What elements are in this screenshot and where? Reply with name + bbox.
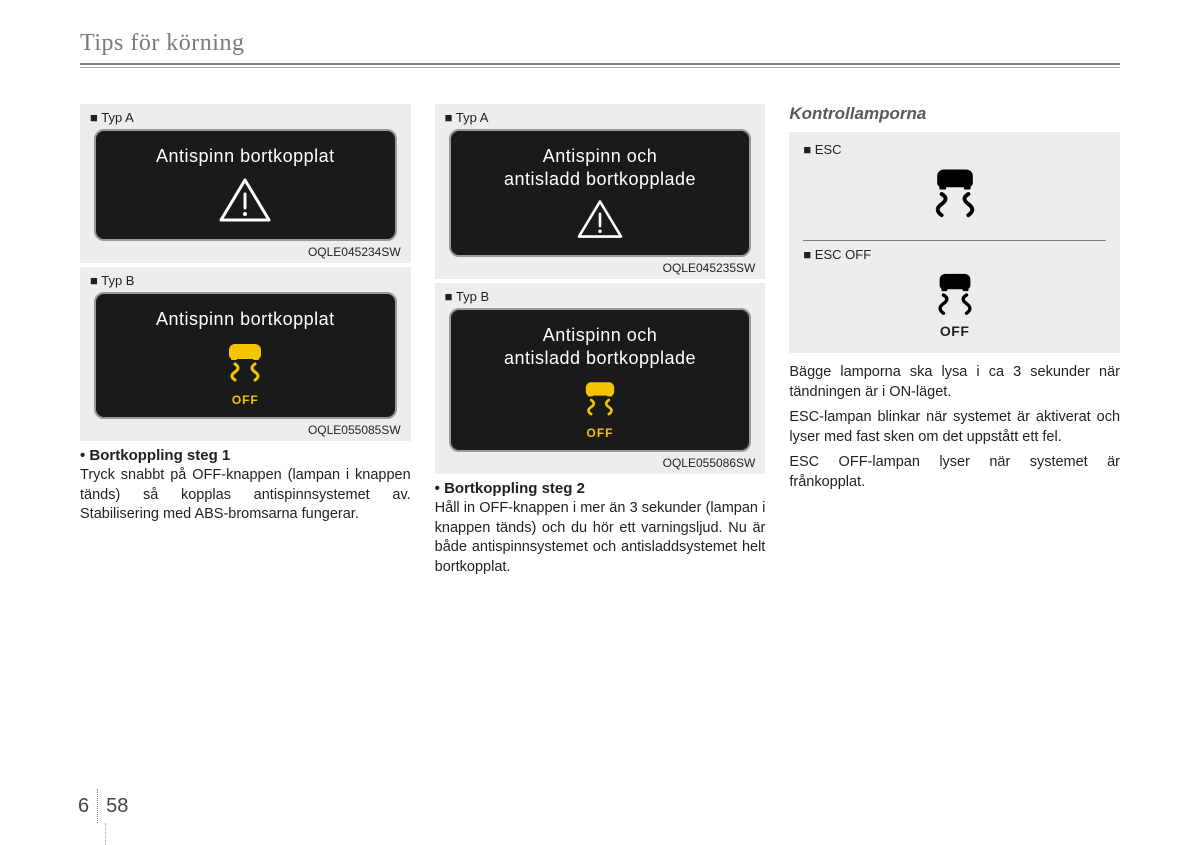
esc-skid-off-icon (927, 270, 983, 325)
fig1a-label: ■ Typ A (90, 110, 401, 125)
fig2a-line1: Antispinn och (543, 146, 658, 166)
header-rule-thin (80, 67, 1120, 68)
col2-bullet: • Bortkoppling steg 2 (435, 480, 766, 497)
fig2a-label: ■ Typ A (445, 110, 756, 125)
header-rule-thick (80, 63, 1120, 65)
esc-label: ■ ESC (803, 142, 1106, 157)
content-columns: ■ Typ A Antispinn bortkopplat OQLE045234… (80, 104, 1120, 583)
page-title: Tips för körning (80, 30, 1120, 57)
warning-triangle-icon (575, 198, 625, 245)
escoff-icon-wrap: OFF (803, 266, 1106, 345)
esc-skid-icon (217, 338, 273, 395)
fig2b-line1: Antispinn och (543, 325, 658, 345)
fig2a-line2: antisladd bortkopplade (504, 169, 696, 189)
escoff-text: OFF (803, 323, 1106, 339)
fig2a-box: ■ Typ A Antispinn och antisladd bortkopp… (435, 104, 766, 279)
col3-p3: ESC OFF-lampan lyser när systemet är frå… (789, 453, 1120, 492)
fig2b-label: ■ Typ B (445, 289, 756, 304)
col3-p1: Bägge lamporna ska lysa i ca 3 sekunder … (789, 363, 1120, 402)
fig1b-display: Antispinn bortkopplat OFF (94, 292, 397, 420)
page: Tips för körning ■ Typ A Antispinn bortk… (0, 0, 1200, 583)
fig1b-label: ■ Typ B (90, 273, 401, 288)
fig2a-code: OQLE045235SW (445, 261, 756, 275)
indicator-panel: ■ ESC (789, 132, 1120, 353)
fig1a-code: OQLE045234SW (90, 245, 401, 259)
footer-page: 58 (98, 795, 128, 818)
column-2: ■ Typ A Antispinn och antisladd bortkopp… (435, 104, 766, 583)
footer-chapter: 6 (78, 789, 98, 823)
col3-heading: Kontrollamporna (789, 104, 1120, 124)
col3-p2: ESC-lampan blinkar när systemet är aktiv… (789, 408, 1120, 447)
fig2b-box: ■ Typ B Antispinn och antisladd bortkopp… (435, 283, 766, 474)
escoff-label: ■ ESC OFF (803, 247, 1106, 262)
page-footer: 6 58 (78, 789, 128, 823)
spacer (789, 353, 1120, 363)
fig1b-box: ■ Typ B Antispinn bortkopplat (80, 267, 411, 442)
col2-body: Håll in OFF-knappen i mer än 3 sekunder … (435, 499, 766, 577)
fig2a-display: Antispinn och antisladd bortkopplade (449, 129, 752, 257)
fig1a-box: ■ Typ A Antispinn bortkopplat OQLE045234… (80, 104, 411, 263)
warning-triangle-icon (217, 176, 273, 229)
col1-bullet: • Bortkoppling steg 1 (80, 447, 411, 464)
fig2b-code: OQLE055086SW (445, 456, 756, 470)
fig2a-text: Antispinn och antisladd bortkopplade (461, 145, 740, 190)
esc-skid-icon (575, 377, 625, 428)
fig2b-line2: antisladd bortkopplade (504, 348, 696, 368)
fig1a-display: Antispinn bortkopplat (94, 129, 397, 241)
col1-body: Tryck snabbt på OFF-knappen (lampan i kn… (80, 466, 411, 525)
fig1a-text: Antispinn bortkopplat (106, 145, 385, 168)
fig2b-off: OFF (461, 426, 740, 440)
esc-icon-wrap (803, 161, 1106, 234)
fig1b-code: OQLE055085SW (90, 423, 401, 437)
column-3: Kontrollamporna ■ ESC (789, 104, 1120, 583)
fig2b-display: Antispinn och antisladd bortkopplade (449, 308, 752, 452)
fig1b-text: Antispinn bortkopplat (106, 308, 385, 331)
fig2b-text: Antispinn och antisladd bortkopplade (461, 324, 740, 369)
esc-skid-icon (923, 165, 987, 228)
fig1b-off: OFF (106, 393, 385, 407)
column-1: ■ Typ A Antispinn bortkopplat OQLE045234… (80, 104, 411, 583)
footer-dotted-rule (105, 823, 106, 845)
indicator-divider (803, 240, 1106, 241)
